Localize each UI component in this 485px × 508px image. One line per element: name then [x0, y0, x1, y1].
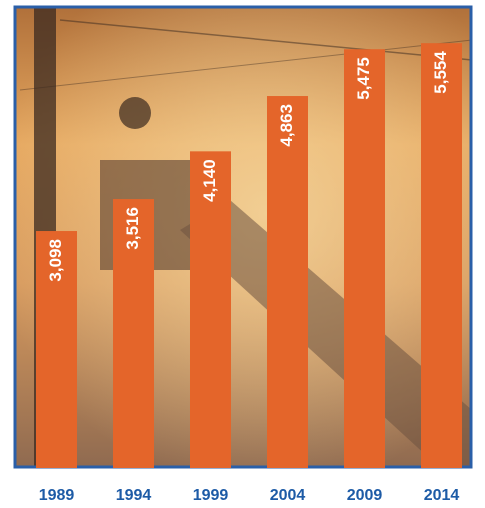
- value-label: 3,098: [46, 239, 65, 282]
- value-label: 4,863: [277, 104, 296, 147]
- value-label: 5,475: [354, 57, 373, 100]
- bar: [113, 199, 154, 469]
- frame: [13, 5, 473, 469]
- value-label: 4,140: [200, 159, 219, 202]
- x-tick-label: 1994: [116, 487, 152, 504]
- background-photo: [14, 6, 473, 468]
- bar: [267, 96, 308, 468]
- x-tick-label: 1999: [193, 487, 229, 504]
- bar: [344, 49, 385, 468]
- x-tick-label: 2014: [424, 487, 460, 504]
- bar: [421, 43, 462, 469]
- bar: [36, 231, 77, 468]
- value-label: 5,554: [431, 51, 450, 94]
- value-label: 3,516: [123, 207, 142, 250]
- x-tick-label: 2004: [270, 487, 306, 504]
- bar: [190, 151, 231, 469]
- x-tick-label: 2009: [347, 487, 383, 504]
- x-tick-label: 1989: [39, 487, 75, 504]
